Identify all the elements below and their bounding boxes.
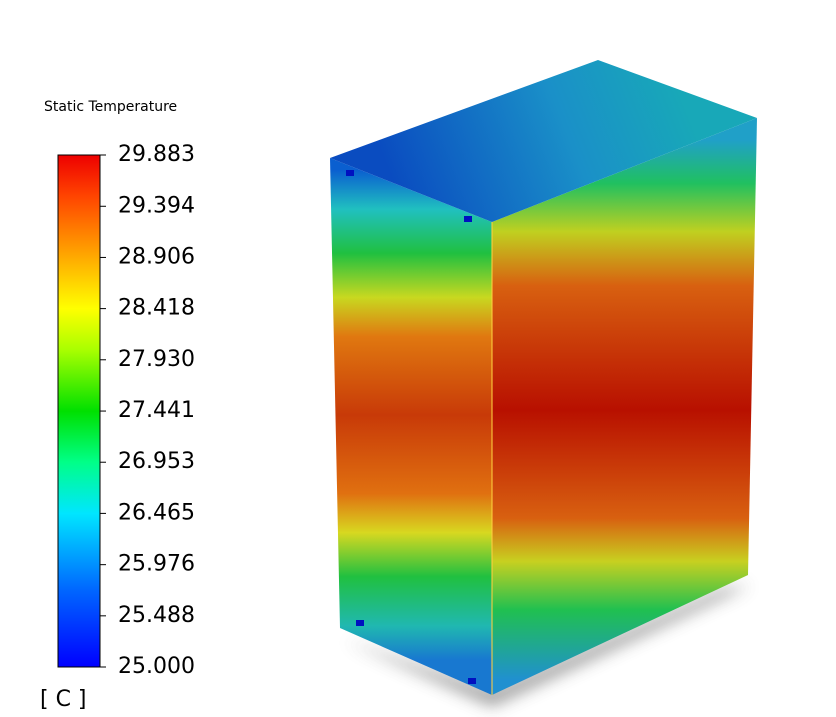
color-bar bbox=[57, 154, 101, 668]
tick-label: 25.000 bbox=[118, 654, 195, 679]
tick-label: 26.465 bbox=[118, 500, 195, 525]
shadow bbox=[345, 585, 750, 706]
marker bbox=[346, 170, 354, 176]
tick-label: 25.488 bbox=[118, 603, 195, 628]
marker bbox=[464, 216, 472, 222]
tick-label: 27.930 bbox=[118, 347, 195, 372]
unit-label: [ C ] bbox=[40, 687, 87, 712]
tick-label: 26.953 bbox=[118, 449, 195, 474]
left-face bbox=[330, 158, 492, 695]
model-render bbox=[330, 60, 757, 706]
marker bbox=[468, 678, 476, 684]
marker bbox=[356, 620, 364, 626]
tick-label: 29.883 bbox=[118, 142, 195, 167]
legend-title: Static Temperature bbox=[44, 99, 177, 115]
tick-label: 27.441 bbox=[118, 398, 195, 423]
top-face bbox=[330, 60, 757, 222]
tick-group: 29.883 29.394 28.906 28.418 27.930 27.441 26.9… bbox=[100, 142, 195, 679]
tick-label: 28.906 bbox=[118, 244, 195, 269]
right-face bbox=[492, 118, 757, 695]
tick-label: 25.976 bbox=[118, 552, 195, 577]
tick-label: 28.418 bbox=[118, 296, 195, 321]
tick-label: 29.394 bbox=[118, 193, 195, 218]
